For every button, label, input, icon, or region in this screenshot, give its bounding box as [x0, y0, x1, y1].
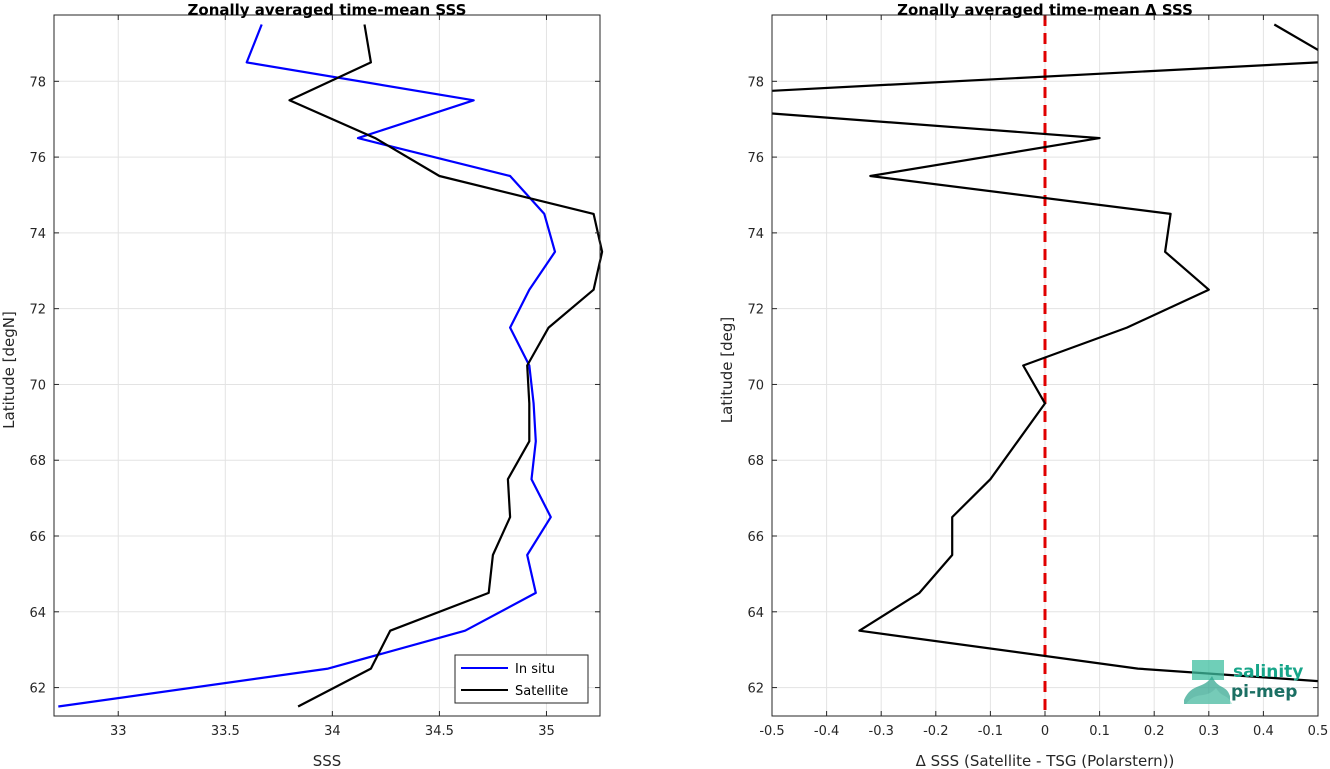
- y-tick-label: 74: [29, 227, 46, 242]
- left-axes-box: [53, 14, 601, 717]
- left-ticks: 33 33.5 34 34.5 35 62 64 66 68 70 72 74 76 78: [29, 15, 600, 739]
- x-tick-label: 0.2: [1144, 724, 1165, 739]
- y-tick-label: 76: [29, 151, 46, 166]
- y-tick-label: 72: [747, 303, 764, 318]
- x-tick-label: 0.5: [1308, 724, 1329, 739]
- x-tick-label: -0.1: [978, 724, 1003, 739]
- y-tick-label: 66: [29, 530, 46, 545]
- series-line-in-situ: [58, 24, 557, 708]
- x-tick-label: -0.4: [814, 724, 839, 739]
- y-tick-label: 62: [29, 682, 46, 697]
- legend-label-in-situ: In situ: [515, 662, 555, 677]
- y-tick-label: 72: [29, 303, 46, 318]
- y-tick-label: 64: [29, 606, 46, 621]
- y-tick-label: 78: [29, 75, 46, 90]
- x-tick-label: 0.3: [1198, 724, 1219, 739]
- y-tick-label: 68: [29, 454, 46, 469]
- x-tick-label: 34: [324, 724, 341, 739]
- y-tick-label: 76: [747, 151, 764, 166]
- left-series: [58, 24, 604, 708]
- legend-box: [454, 654, 589, 704]
- x-tick-label: -0.3: [869, 724, 894, 739]
- left-chart-title: Zonally averaged time-mean SSS: [188, 1, 467, 19]
- y-tick-label: 78: [747, 75, 764, 90]
- x-tick-label: 0.4: [1253, 724, 1274, 739]
- x-tick-label: 33.5: [211, 724, 240, 739]
- logo-text-line2: pi-mep: [1231, 682, 1297, 702]
- logo-text-line1: salinity: [1233, 662, 1303, 682]
- wave-logo-icon: [1184, 660, 1232, 704]
- y-tick-label: 70: [747, 378, 764, 393]
- y-tick-label: 70: [29, 378, 46, 393]
- y-tick-label: 64: [747, 606, 764, 621]
- series-line-delta-sss-1: [771, 61, 1319, 92]
- x-tick-label: -0.5: [759, 724, 784, 739]
- x-tick-label: 0: [1041, 724, 1049, 739]
- x-tick-label: 35: [538, 724, 555, 739]
- left-y-axis-label: Latitude [degN]: [0, 311, 18, 429]
- x-tick-label: 33: [110, 724, 127, 739]
- x-tick-label: 0.1: [1089, 724, 1110, 739]
- left-panel: 33 33.5 34 34.5 35 62 64 66 68 70 72 74 76 78 Zonally…: [0, 1, 604, 769]
- right-chart-title: Zonally averaged time-mean Δ SSS: [897, 1, 1193, 19]
- right-ticks: -0.5 -0.4 -0.3 -0.2 -0.1 0 0.1 0.2 0.3 0.4 0.5 62 64…: [747, 15, 1328, 739]
- legend-label-satellite: Satellite: [515, 684, 568, 699]
- y-tick-label: 74: [747, 227, 764, 242]
- series-line-delta-sss-2: [771, 112, 1319, 683]
- x-tick-label: 34.5: [425, 724, 454, 739]
- right-series: [771, 23, 1319, 683]
- x-tick-label: -0.2: [923, 724, 948, 739]
- right-x-axis-label: Δ SSS (Satellite - TSG (Polarstern)): [916, 752, 1175, 769]
- right-y-axis-label: Latitude [deg]: [718, 317, 736, 423]
- y-tick-label: 66: [747, 530, 764, 545]
- series-line-delta-sss-0: [1273, 23, 1319, 51]
- right-panel: -0.5 -0.4 -0.3 -0.2 -0.1 0 0.1 0.2 0.3 0.4 0.5 62 64…: [718, 1, 1328, 769]
- left-grid: [54, 15, 600, 716]
- y-tick-label: 68: [747, 454, 764, 469]
- left-x-axis-label: SSS: [313, 752, 342, 769]
- legend: In situ Satellite: [454, 654, 589, 704]
- series-line-satellite: [288, 24, 604, 708]
- y-tick-label: 62: [747, 682, 764, 697]
- salinity-pi-mep-logo: salinity pi-mep: [1184, 660, 1303, 704]
